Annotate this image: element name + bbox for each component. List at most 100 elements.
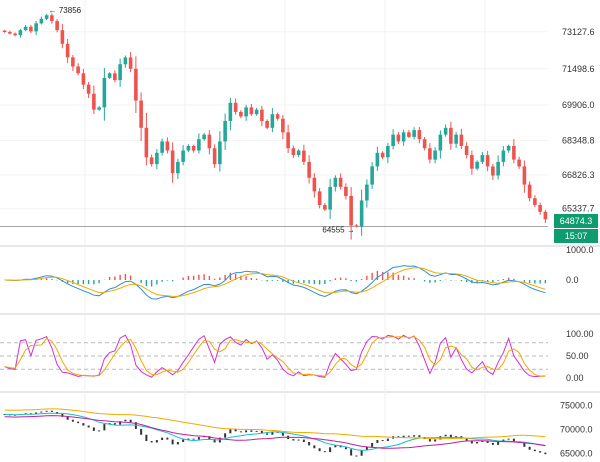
mini-candle [449,434,452,439]
macd-axis-tick: 1000.0 [566,245,594,255]
candle-body [302,150,306,162]
mini-candle [292,439,295,441]
candle-body [328,186,332,210]
candle-body [191,145,196,151]
candle-body [76,66,80,74]
mini-candle [297,439,300,441]
candle-body [118,64,122,81]
candle-body [23,26,28,31]
candle-body [128,57,133,69]
candle-body [396,134,401,142]
mini-candle [308,441,311,446]
mini-candle [260,430,263,434]
mini-candle [407,435,410,437]
candle-body [459,134,464,146]
candle-body [380,152,385,158]
mini-candle [239,431,242,433]
mini-candle [371,442,374,447]
mini-candle [381,440,384,442]
candle-body [265,121,269,128]
mini-candle [523,442,526,447]
mini-candle [544,452,547,455]
mini-candle [434,439,437,442]
mini-candle [418,435,421,438]
mini-candle [140,428,143,435]
mini-candle [302,439,305,442]
last-price-tag: 64874.3 [554,214,598,228]
mini-candle [87,425,90,428]
mini-candle [528,446,531,450]
candle-body [86,84,91,94]
candle-body [291,148,296,156]
ma-axis-tick: 75000.0 [560,400,593,410]
low-annotation: 64555 → [322,225,354,234]
mini-candle [350,449,353,456]
candle-body [55,21,59,31]
candle-body [522,166,527,185]
candle-body [407,132,411,137]
mini-candle [77,421,80,424]
candle-body [218,141,222,165]
ma-axis-tick: 70000.0 [560,424,593,434]
candle-body [449,127,453,144]
mini-candle [82,423,85,426]
mini-candle [224,433,227,438]
candle-body [2,30,7,32]
candle-body [464,145,469,156]
candle-body [344,186,348,196]
candle-body [13,33,17,36]
candle-body [312,177,317,192]
signal-line [4,267,546,297]
candle-body [223,121,227,142]
ma-mid-line [4,415,546,449]
candle-body [365,184,369,201]
mini-candle [213,439,216,443]
price-axis-tick: 71498.6 [562,64,595,74]
candle-body [517,159,521,167]
candle-body [228,102,233,121]
candle-body [443,127,448,135]
candle-body [538,205,542,212]
candle-body [18,30,23,36]
candle-body [8,31,12,34]
candle-body [412,130,416,137]
mini-candle [124,419,127,422]
candle-body [275,114,280,119]
price-axis-tick: 73127.6 [562,27,595,37]
mini-candle [386,438,389,442]
candle-body [270,114,275,128]
mini-candle [197,437,200,440]
mini-candle [176,441,179,445]
ma-fast-line [4,412,546,451]
mini-candle [465,438,468,441]
ma-slow-line [4,408,546,440]
macd-axis-tick: 0.0 [566,275,579,285]
candle-body [338,177,343,187]
candle-body [359,200,364,227]
mini-candle [271,431,274,435]
mini-candle [98,430,101,432]
mini-candle [266,433,269,435]
mini-candle [182,439,185,442]
price-axis-tick: 66826.3 [562,170,595,180]
price-axis-tick: 69906.0 [562,100,595,110]
mini-candle [166,437,169,440]
candle-body [202,134,206,140]
candle-body [92,93,96,110]
candle-body [391,134,395,146]
mini-candle [255,430,258,432]
mini-candle [476,441,479,444]
candle-body [244,107,248,117]
mini-candle [208,436,211,440]
candle-body [281,118,285,133]
mini-candle [66,416,69,420]
macd-line [4,265,546,300]
candle-body [176,161,180,174]
mini-candle [486,440,489,443]
candle-body [480,155,485,162]
candle-body [139,100,143,128]
candle-body [543,211,548,220]
candle-body [428,148,432,160]
candle-body [501,150,506,162]
